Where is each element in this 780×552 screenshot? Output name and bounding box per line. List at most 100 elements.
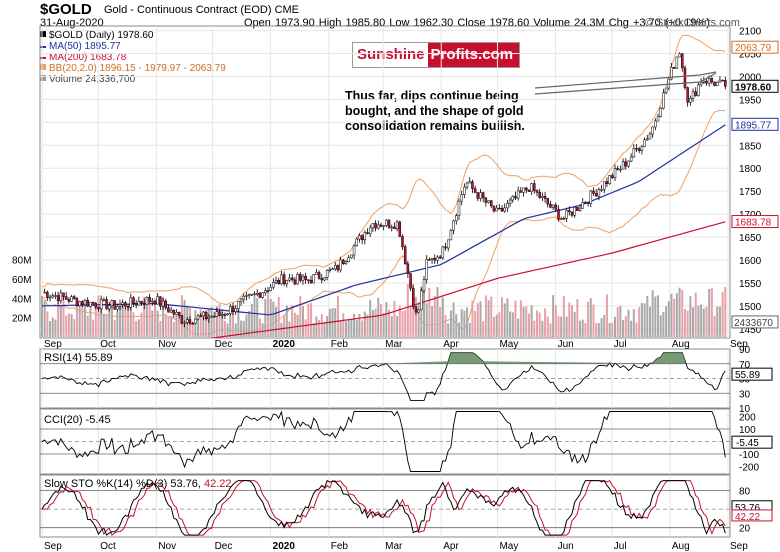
- candle-body: [229, 306, 232, 314]
- volume-bar: [560, 316, 563, 337]
- volume-bar: [377, 297, 380, 337]
- volume-bar: [363, 311, 366, 337]
- x-tick-label-bottom: Dec: [215, 541, 233, 552]
- volume-bar: [178, 313, 181, 337]
- volume-bar: [694, 292, 697, 337]
- rsi-tick-label: 90: [739, 345, 751, 356]
- candle-body: [422, 279, 426, 292]
- volume-bar: [250, 304, 253, 337]
- candle-body: [436, 256, 439, 261]
- volume-bar: [530, 305, 533, 337]
- volume-bar: [506, 298, 509, 337]
- candle-body: [551, 204, 555, 208]
- volume-bar: [501, 297, 504, 337]
- volume-bar: [624, 316, 627, 337]
- candle-body: [237, 301, 240, 309]
- volume-bar: [221, 309, 224, 337]
- price-tick-label: 1950: [739, 95, 762, 106]
- volume-bar: [721, 291, 724, 337]
- volume-bar: [342, 313, 345, 337]
- candle-body: [231, 306, 235, 312]
- candle-body: [527, 189, 531, 192]
- volume-bar: [549, 323, 552, 337]
- volume-bar: [269, 298, 272, 337]
- candle-body: [126, 306, 130, 308]
- candle-body: [134, 303, 138, 306]
- candle-body: [280, 274, 283, 285]
- candle-body: [264, 290, 267, 293]
- candle-body: [487, 200, 490, 203]
- volume-bar: [509, 311, 512, 337]
- volume-bar: [245, 314, 248, 337]
- volume-bar: [110, 307, 113, 337]
- sunshine-profits-logo: Sunshine Profits.com: [352, 42, 521, 68]
- candle-body: [78, 301, 81, 307]
- volume-bar: [414, 296, 417, 337]
- x-tick-label-top: May: [499, 339, 518, 350]
- candle-body: [586, 202, 590, 204]
- candle-body: [113, 300, 116, 310]
- volume-bar: [283, 314, 286, 337]
- candle-body: [468, 181, 471, 184]
- volume-bar: [466, 307, 469, 337]
- candle-body: [43, 291, 46, 294]
- sto-d-badge-box: [731, 509, 773, 522]
- candle-body: [428, 259, 431, 261]
- volume-tick-label: 60M: [12, 275, 31, 286]
- candle-body: [406, 263, 410, 274]
- candle-body: [619, 168, 622, 171]
- volume-bar: [210, 306, 213, 337]
- cci-line: [41, 410, 726, 472]
- x-tick-label-bottom: Sep: [730, 541, 748, 552]
- volume-bar: [73, 318, 76, 337]
- candle-body: [533, 183, 536, 191]
- price-tick-label: 1600: [739, 256, 762, 267]
- volume-bar: [662, 311, 665, 337]
- volume-bar: [78, 305, 81, 337]
- volume-bar: [573, 311, 576, 337]
- candle-body: [239, 298, 243, 302]
- volume-bar: [242, 320, 245, 337]
- legend-volume: Volume 24,336,700: [40, 75, 135, 85]
- candle-body: [137, 300, 141, 306]
- volume-bar: [41, 296, 43, 337]
- candle-body: [724, 80, 727, 87]
- volume-badge-box: [731, 315, 779, 329]
- volume-bar: [132, 312, 135, 337]
- sto-tick-label: 80: [739, 487, 751, 498]
- volume-bar: [449, 310, 452, 337]
- candle-body: [355, 238, 359, 247]
- candle-body: [707, 78, 711, 84]
- volume-bar: [358, 313, 361, 337]
- sto-d-badge: 42.22: [735, 512, 760, 523]
- annotation-connector: [534, 71, 717, 89]
- volume-bar: [137, 319, 140, 337]
- candle-body: [414, 306, 418, 313]
- bb-upper-badge-box: [731, 40, 779, 54]
- candle-body: [664, 87, 668, 94]
- candle-body: [325, 270, 329, 278]
- candle-body: [99, 299, 103, 310]
- candle-body: [570, 211, 574, 216]
- volume-bar: [404, 310, 407, 337]
- volume-bar: [350, 319, 353, 337]
- candle-body: [578, 207, 582, 211]
- candle-body: [425, 259, 428, 280]
- candle-body: [479, 192, 482, 199]
- volume-bar: [487, 300, 490, 337]
- rsi-tick-label: 10: [739, 404, 751, 415]
- volume-bar: [654, 296, 657, 337]
- volume-bar: [62, 295, 65, 337]
- candle-body: [713, 81, 716, 86]
- volume-bar: [307, 303, 310, 337]
- volume-bar: [431, 305, 434, 337]
- candle-body: [702, 80, 706, 83]
- candle-body: [261, 292, 264, 298]
- x-tick-label-top: Mar: [385, 339, 403, 350]
- rsi-badge-box: [731, 367, 773, 381]
- candle-body: [156, 296, 159, 305]
- volume-bar: [86, 315, 89, 337]
- candle-body: [180, 315, 184, 324]
- volume-bar: [304, 319, 307, 337]
- candle-body: [129, 297, 133, 308]
